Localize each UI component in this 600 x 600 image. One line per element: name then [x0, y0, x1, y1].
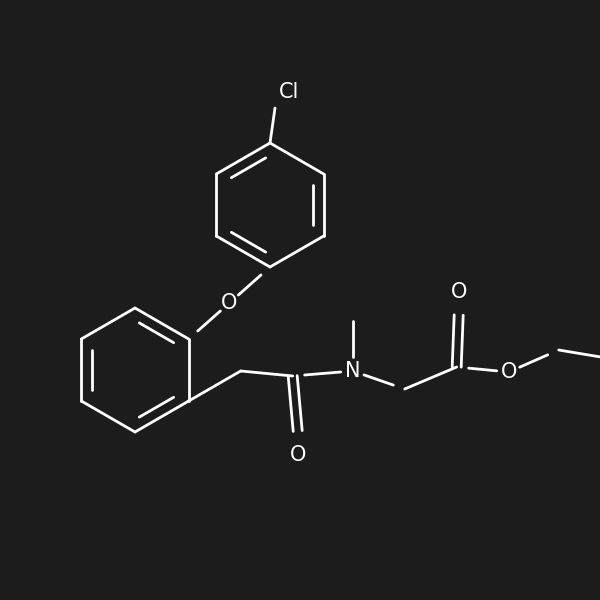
- Text: Cl: Cl: [279, 82, 299, 102]
- Text: O: O: [451, 282, 467, 302]
- Text: O: O: [221, 293, 238, 313]
- Text: O: O: [500, 362, 517, 382]
- Text: N: N: [345, 361, 361, 381]
- Text: O: O: [290, 445, 306, 465]
